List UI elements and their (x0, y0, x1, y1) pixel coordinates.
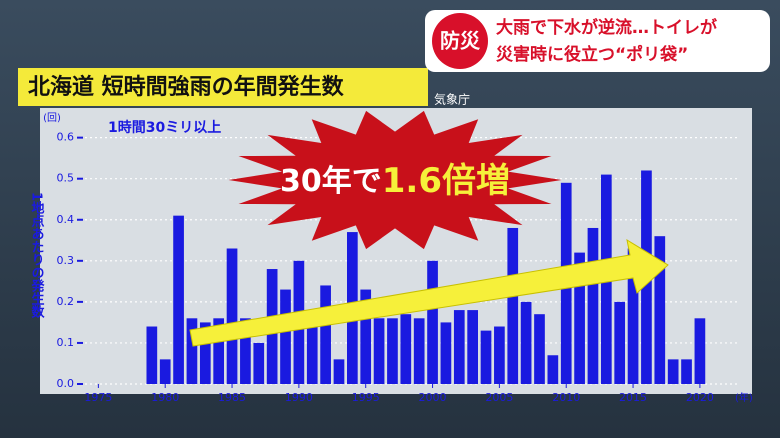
bar (667, 359, 679, 384)
trend-arrow (189, 238, 669, 347)
x-tick-label: 1975 (84, 391, 112, 404)
banner-line: 大雨で下水が逆流…トイレが (496, 17, 717, 38)
bar (694, 318, 706, 384)
banner-line: 災害時に役立つ“ポリ袋” (496, 44, 688, 65)
bar (547, 355, 559, 384)
y-tick-label: 0.3 (57, 254, 75, 267)
bar (213, 318, 225, 384)
y-tick-label: 0.4 (57, 213, 75, 226)
banner-box (425, 10, 770, 72)
bar (159, 359, 171, 384)
y-tick-label: 0.6 (57, 131, 75, 144)
subtitle: 1時間30ミリ以上 (108, 119, 221, 136)
bar (520, 301, 532, 384)
bar (681, 359, 692, 384)
bar (373, 318, 385, 384)
x-tick-label: 2005 (485, 391, 513, 404)
x-tick-label: 2015 (619, 391, 647, 404)
badge (432, 13, 488, 69)
bar (400, 314, 412, 384)
bar (587, 227, 599, 384)
bar (306, 322, 318, 384)
source: 気象庁 (434, 92, 470, 107)
x-unit: (年) (735, 391, 753, 404)
starburst (228, 110, 562, 250)
bar (320, 285, 331, 384)
bar (146, 326, 158, 384)
y-unit: (回) (43, 112, 61, 124)
y-tick-label: 0.1 (57, 336, 75, 349)
x-tick-label: 1995 (352, 391, 380, 404)
bar (199, 322, 211, 384)
bar (627, 248, 639, 384)
x-tick-label: 2000 (419, 391, 447, 404)
bar (427, 260, 438, 384)
bar (333, 359, 345, 384)
bar (534, 314, 545, 384)
bar (186, 318, 198, 384)
bar (360, 289, 372, 384)
title-box (18, 68, 428, 106)
x-tick-label: 1980 (151, 391, 179, 404)
bar (387, 318, 398, 384)
y-tick-label: 0.0 (57, 377, 75, 390)
annotation-highlight: 1.6倍増 (382, 161, 510, 201)
bar (440, 322, 452, 384)
bar (240, 318, 251, 384)
bar (467, 310, 478, 384)
y-axis-label: 1地点あたりの発生数 (29, 192, 46, 319)
y-tick-label: 0.5 (57, 172, 75, 185)
bar (654, 236, 666, 384)
badge-text: 防災 (440, 29, 481, 53)
bar (494, 326, 505, 384)
x-tick-label: 2010 (552, 391, 580, 404)
bar (507, 227, 519, 384)
bar (280, 289, 291, 384)
x-tick-label: 1985 (218, 391, 246, 404)
x-tick-label: 1990 (285, 391, 313, 404)
bar (253, 342, 265, 384)
bar (226, 248, 238, 384)
x-tick-label: 2020 (686, 391, 714, 404)
bar (413, 318, 425, 384)
y-tick-label: 0.2 (57, 295, 75, 308)
bar (480, 330, 492, 384)
bar (614, 301, 626, 384)
bar (173, 215, 184, 384)
bar (574, 252, 585, 384)
annotation-prefix: 30年で (280, 164, 382, 199)
bar (453, 310, 465, 384)
annotation: 30年で1.6倍増 (280, 161, 510, 201)
chart-title: 北海道 短時間強雨の年間発生数 (28, 74, 345, 100)
